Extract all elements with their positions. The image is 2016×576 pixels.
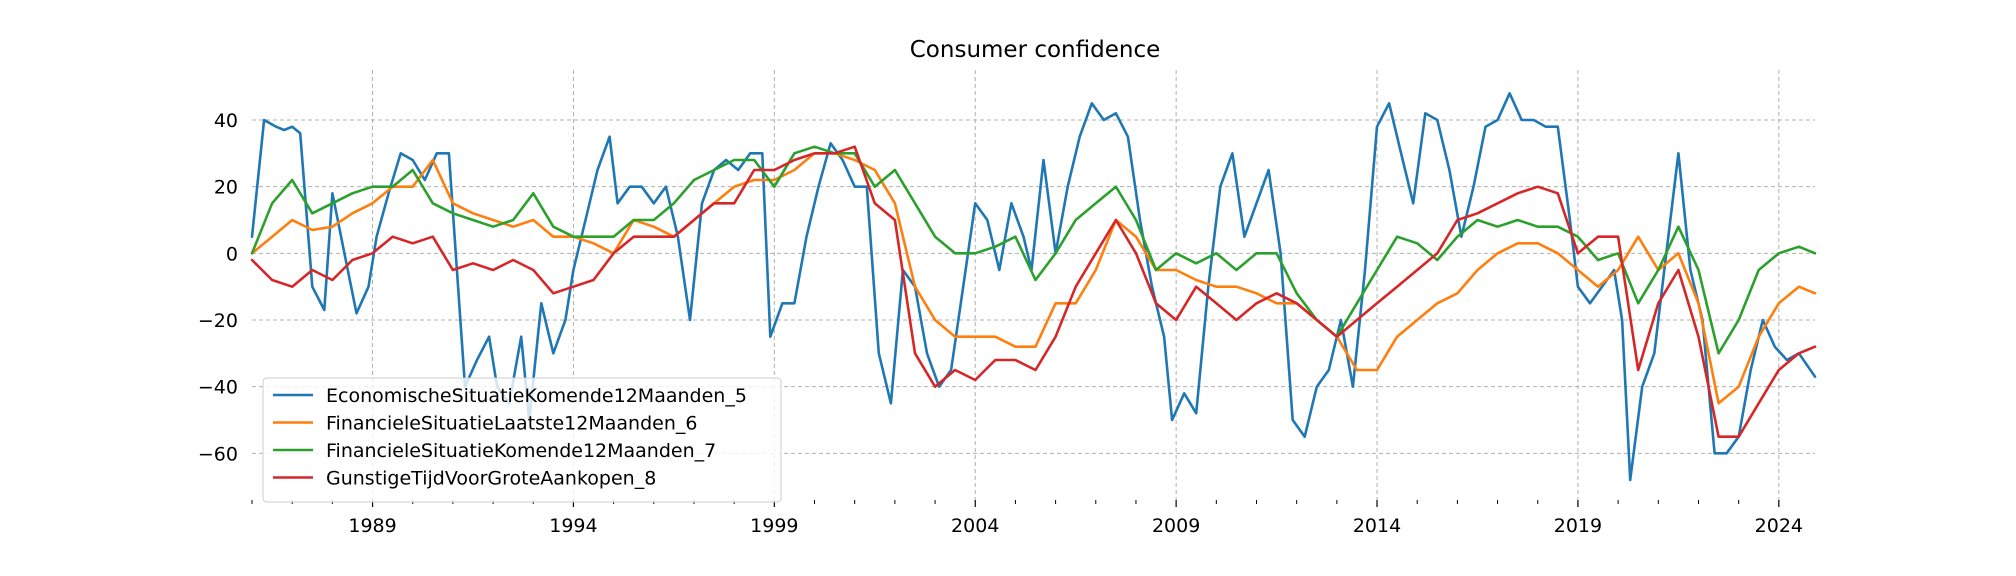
- x-tick-label: 2004: [951, 515, 999, 537]
- x-tick-label: 2014: [1353, 515, 1401, 537]
- y-tick-label: −40: [198, 377, 238, 399]
- y-tick-label: −20: [198, 310, 238, 332]
- y-tick-label: 0: [226, 243, 238, 265]
- y-tick-label: 20: [214, 177, 238, 199]
- x-tick-label: 1994: [549, 515, 597, 537]
- legend: EconomischeSituatieKomende12Maanden_5 Fin…: [262, 377, 782, 503]
- y-tick-label: −60: [198, 443, 238, 465]
- legend-box: [262, 377, 782, 503]
- x-tick-label: 1999: [750, 515, 798, 537]
- series-line: [250, 145, 1817, 355]
- series-line: [250, 92, 1817, 482]
- legend-label: FinancieleSituatieKomende12Maanden_7: [326, 440, 716, 462]
- x-tick-label: 1989: [348, 515, 396, 537]
- x-tick-label: 2019: [1554, 515, 1602, 537]
- legend-label: FinancieleSituatieLaatste12Maanden_6: [326, 413, 697, 435]
- x-tick-label: 2024: [1755, 515, 1803, 537]
- chart-title: Consumer confidence: [910, 37, 1161, 63]
- axes: 40 20 0 −20 −40 −60 1989 1994 1999 2004 2009 2014 20…: [198, 110, 1803, 537]
- y-tick-label: 40: [214, 110, 238, 132]
- series-lines: [250, 92, 1817, 482]
- x-tick-label: 2009: [1152, 515, 1200, 537]
- legend-label: EconomischeSituatieKomende12Maanden_5: [326, 385, 747, 407]
- series-line: [250, 145, 1817, 438]
- legend-label: GunstigeTijdVoorGroteAankopen_8: [326, 468, 656, 490]
- series-line: [250, 152, 1817, 405]
